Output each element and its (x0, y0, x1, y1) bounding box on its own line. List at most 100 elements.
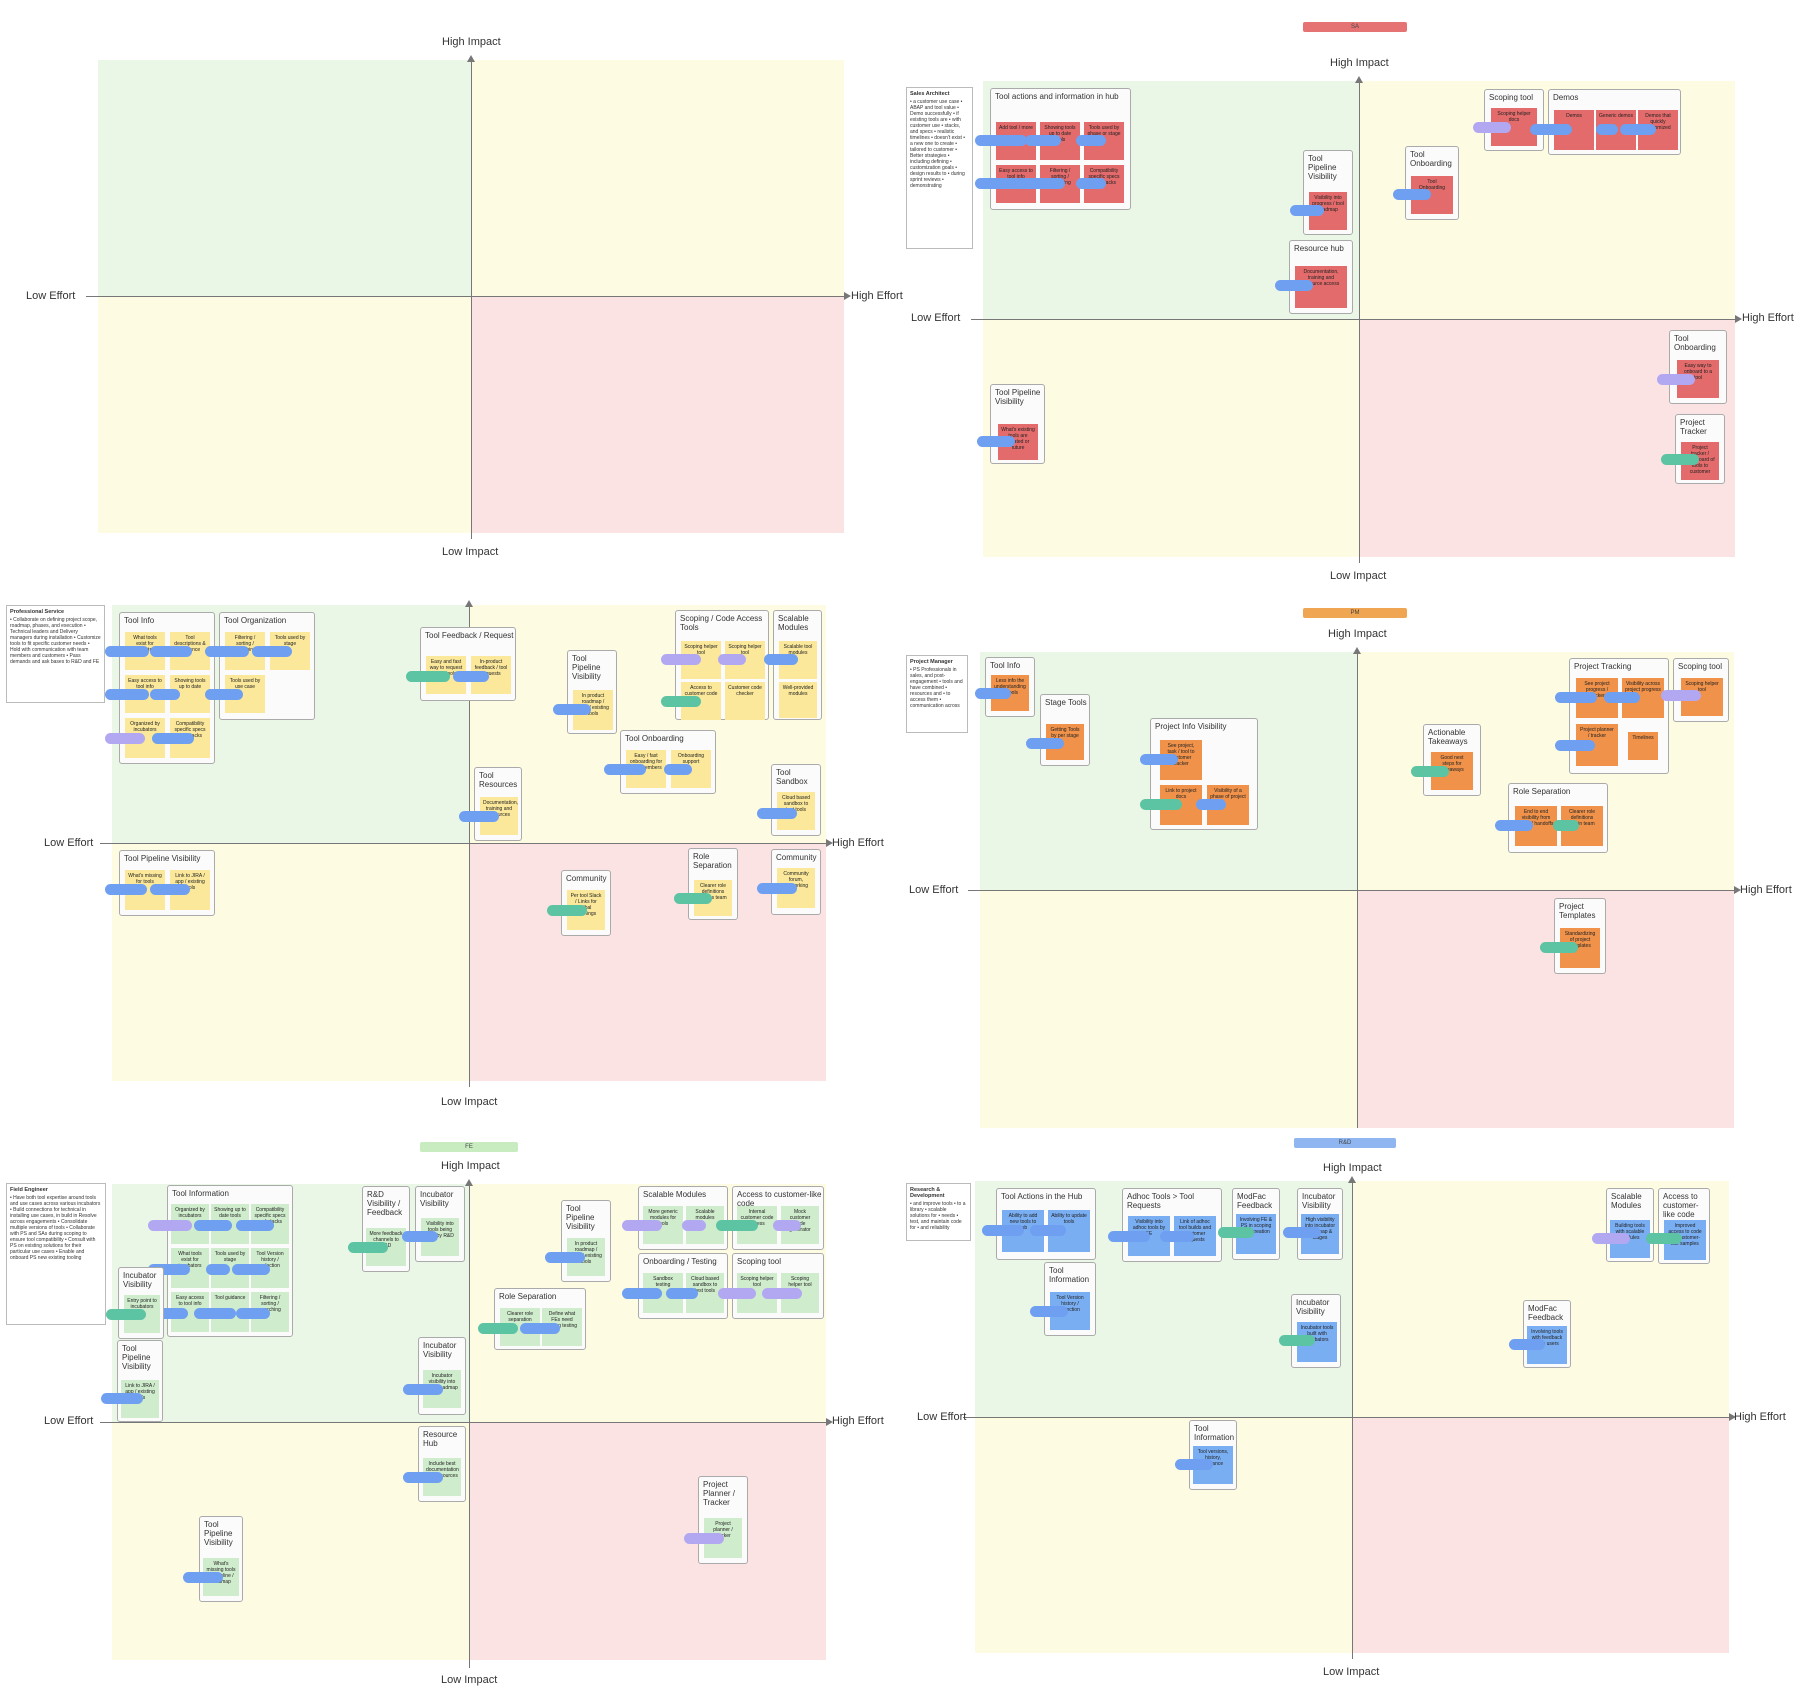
vote-marker (105, 689, 149, 700)
vote-marker (252, 646, 292, 657)
vote-marker (148, 1264, 190, 1275)
quadrant-fill-ins (980, 890, 1357, 1128)
sticky-note[interactable]: Ability to update tools (1048, 1210, 1090, 1252)
low-impact-label: Low Impact (441, 1674, 498, 1686)
vote-marker (205, 646, 249, 657)
sticky-note[interactable]: Link to JIRA / app / existing tools (170, 870, 210, 910)
cluster-title: Tool Organization (224, 616, 287, 625)
vote-marker (975, 178, 1023, 189)
cluster-title: Community (566, 874, 607, 883)
sticky-note[interactable]: Demos that quickly customized (1638, 110, 1678, 150)
vote-marker (762, 1288, 802, 1299)
sticky-note[interactable]: Showing tools up to date (170, 675, 210, 713)
role-note-rd: Research & Development • and improve tool… (906, 1183, 971, 1241)
sticky-note[interactable]: Visibility into progress / tool roadmap (1309, 192, 1347, 230)
vote-marker (757, 808, 797, 819)
vote-marker (1604, 692, 1640, 703)
role-note-sa: Sales Architect • a customer use case • A… (906, 87, 973, 249)
vote-marker (553, 704, 591, 715)
vote-marker (1540, 942, 1578, 953)
cluster-title: Tool Information (172, 1189, 229, 1198)
high-effort-label: High Effort (1740, 884, 1792, 896)
vote-marker (148, 1308, 188, 1319)
impact-arrow (465, 1179, 473, 1186)
vote-marker (403, 1472, 443, 1483)
impact-axis (471, 60, 472, 539)
role-tag-rd: R&D (1294, 1138, 1396, 1148)
vote-marker (402, 1231, 438, 1242)
cluster-title: Tool actions and information in hub (995, 92, 1119, 101)
effort-axis (968, 890, 1734, 891)
sticky-note[interactable]: Building tools with scalable modules (1610, 1220, 1650, 1258)
vote-marker (661, 696, 701, 707)
sticky-note[interactable]: Easy way to onboard to a tool (1677, 360, 1719, 398)
vote-marker (206, 1264, 230, 1275)
effort-arrow (1729, 1413, 1736, 1421)
impact-axis (1352, 1181, 1353, 1659)
vote-marker (1553, 820, 1579, 831)
sticky-note[interactable]: More generic modules for tools (643, 1206, 683, 1244)
cluster-title: Scoping tool (737, 1257, 782, 1266)
cluster-title: Tool Onboarding (1674, 334, 1716, 352)
cluster-title: Tool Pipeline Visibility (204, 1520, 233, 1547)
vote-marker (764, 654, 798, 665)
vote-marker (1555, 740, 1595, 751)
cluster-title: Incubator Visibility (1302, 1192, 1336, 1210)
sticky-note[interactable]: Well-provided modules (779, 682, 817, 718)
cluster-title: Tool Pipeline Visibility (572, 654, 601, 681)
sticky-note[interactable]: Timelines (1628, 732, 1658, 760)
vote-marker (1290, 205, 1324, 216)
cluster-title: Community (776, 853, 817, 862)
cluster-title: Tool Information (1194, 1424, 1235, 1442)
cluster-title: Role Separation (693, 852, 732, 870)
sticky-note[interactable]: Improved access to code via customer-lik… (1664, 1220, 1706, 1260)
sticky-note[interactable]: Define what FEs need during testing (542, 1308, 582, 1346)
high-impact-label: High Impact (1330, 57, 1389, 69)
cluster-title: Tool Sandbox (776, 768, 808, 786)
quadrant-thankless (469, 843, 826, 1081)
effort-axis (963, 1417, 1729, 1418)
sticky-note[interactable]: See project, task / tool to customer tra… (1160, 740, 1202, 780)
cluster-title: Project Planner / Tracker (703, 1480, 736, 1507)
low-impact-label: Low Impact (1323, 1666, 1380, 1678)
vote-marker (520, 1323, 560, 1334)
vote-marker (453, 671, 489, 682)
cluster-title: Tool Information (1049, 1266, 1090, 1284)
vote-marker (105, 646, 149, 657)
cluster-title: Scoping tool (1489, 93, 1534, 102)
sticky-note[interactable]: Visibility of a phase of project (1207, 785, 1249, 825)
cluster-title: Incubator Visibility (423, 1341, 457, 1359)
sticky-note[interactable]: Link of adhoc tool builds and customer r… (1174, 1216, 1216, 1256)
low-impact-label: Low Impact (441, 1096, 498, 1108)
vote-marker (105, 884, 147, 895)
cluster-title: Tool Pipeline Visibility (566, 1204, 595, 1231)
vote-marker (622, 1220, 662, 1231)
sticky-note[interactable]: Project tracker / dashboard of tools to … (1681, 442, 1719, 480)
vote-marker (1646, 1233, 1682, 1244)
effort-arrow (826, 839, 833, 847)
sticky-note[interactable]: Customer code checker (725, 682, 765, 720)
cluster-title: Actionable Takeaways (1428, 728, 1468, 746)
cluster-title: Project Templates (1559, 902, 1596, 920)
vote-marker (1275, 280, 1313, 291)
cluster-title: ModFac Feedback (1237, 1192, 1273, 1210)
cluster-title: Scalable Modules (643, 1190, 707, 1199)
effort-arrow (1735, 315, 1742, 323)
vote-marker (232, 1264, 270, 1275)
vote-marker (1473, 122, 1511, 133)
cluster-title: Tool Pipeline Visibility (1308, 154, 1337, 181)
low-effort-label: Low Effort (911, 312, 961, 324)
vote-marker (1140, 754, 1178, 765)
cluster-title: ModFac Feedback (1528, 1304, 1564, 1322)
vote-marker (150, 884, 190, 895)
cluster-title: Scoping / Code Access Tools (680, 614, 763, 632)
vote-marker (1530, 124, 1572, 135)
sticky-note[interactable]: Documentation, training and resources (480, 797, 518, 835)
vote-marker (664, 764, 692, 775)
vote-marker (622, 1288, 662, 1299)
high-effort-label: High Effort (1734, 1411, 1786, 1423)
vote-marker (1030, 1225, 1066, 1236)
sticky-note[interactable]: Filtering / sorting / searching (251, 1292, 289, 1332)
quadrant-thankless (1352, 1417, 1729, 1653)
vote-marker (682, 1220, 706, 1231)
